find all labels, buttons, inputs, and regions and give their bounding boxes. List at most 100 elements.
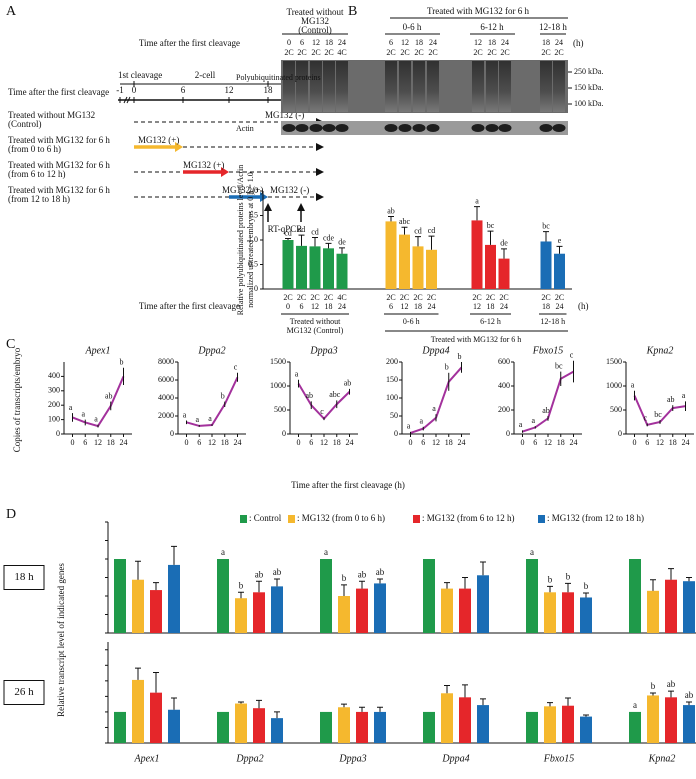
significance-letter: a bbox=[530, 547, 534, 557]
lane-time: 12 bbox=[474, 38, 482, 47]
significance-letter: a bbox=[183, 410, 187, 419]
error-bar bbox=[462, 684, 468, 698]
x-tick-label: 0 bbox=[71, 438, 75, 447]
bar bbox=[441, 693, 453, 743]
blot-lane bbox=[323, 61, 335, 112]
data-line bbox=[72, 376, 125, 428]
error-bar bbox=[135, 560, 141, 580]
error-bar bbox=[556, 245, 563, 254]
blot-lane bbox=[499, 61, 511, 112]
error-bar bbox=[668, 568, 674, 580]
bar bbox=[498, 258, 510, 289]
chart-title: Dppa3 bbox=[309, 345, 337, 356]
x-tick-label: 12 bbox=[94, 438, 102, 447]
bar bbox=[235, 598, 247, 633]
significance-letter: a bbox=[432, 404, 436, 413]
significance-letter: cd bbox=[311, 227, 319, 236]
bar bbox=[477, 575, 489, 633]
group-label: 6-12 h bbox=[480, 317, 501, 326]
bar bbox=[296, 245, 307, 289]
x-axis-label: Time after the first cleavage bbox=[139, 301, 240, 311]
x-stage-label: 2C bbox=[427, 293, 436, 302]
significance-letter: bc bbox=[487, 221, 495, 230]
y-tick-label: 400 bbox=[48, 371, 60, 380]
error-bar bbox=[135, 667, 141, 680]
bar bbox=[485, 244, 496, 289]
y-tick-label: 200 bbox=[498, 405, 510, 414]
y-axis-label: normalized untreated embryos at 0 h = 1.… bbox=[246, 172, 255, 308]
legend-swatch bbox=[288, 515, 295, 523]
x-tick-label: Apex1 bbox=[134, 753, 160, 764]
legend-swatch bbox=[413, 515, 420, 523]
error-bar bbox=[474, 206, 480, 221]
x-axis-label: Time after the first cleavage (h) bbox=[291, 480, 405, 490]
significance-letter: a bbox=[221, 547, 225, 557]
significance-letter: a bbox=[324, 547, 328, 557]
x-tick-label: 6 bbox=[309, 438, 313, 447]
legend-label: : MG132 (from 12 to 18 h) bbox=[547, 513, 644, 523]
significance-letter: a bbox=[407, 422, 411, 431]
significance-letter: cd bbox=[428, 226, 436, 235]
bar bbox=[356, 711, 368, 743]
group-label: Treated without bbox=[290, 317, 341, 326]
bar bbox=[683, 705, 695, 743]
bar bbox=[441, 588, 453, 633]
x-tick-label: 24 bbox=[428, 302, 436, 311]
x-tick-label: 6 bbox=[421, 438, 425, 447]
significance-letter: ab bbox=[305, 391, 313, 400]
group-header: (Control) bbox=[298, 25, 332, 35]
x-stage-label: 2C bbox=[297, 293, 306, 302]
error-bar bbox=[256, 699, 262, 709]
significance-letter: b bbox=[584, 581, 589, 591]
x-tick-label: 18 bbox=[487, 302, 495, 311]
error-bar bbox=[388, 215, 394, 222]
bar bbox=[580, 716, 592, 743]
lane-stage: 2C bbox=[428, 48, 437, 57]
bar bbox=[423, 711, 435, 743]
y-tick-label: 0 bbox=[282, 429, 286, 438]
legend-label: : MG132 (from 0 to 6 h) bbox=[297, 513, 385, 523]
x-stage-label: 2C bbox=[310, 293, 319, 302]
band-label: Polyubiquitinated proteins bbox=[236, 73, 321, 82]
y-tick-label: 0 bbox=[394, 429, 398, 438]
y-tick-label: 0 bbox=[56, 429, 60, 438]
chart-title: Fbxo15 bbox=[532, 345, 564, 356]
x-stage-label: 2C bbox=[324, 293, 333, 302]
x-tick-label: 6 bbox=[645, 438, 649, 447]
x-tick-label: 6 bbox=[83, 438, 87, 447]
x-tick-label: 18 bbox=[445, 438, 453, 447]
lane-stage: 4C bbox=[337, 48, 346, 57]
error-bar bbox=[401, 226, 408, 235]
actin-band bbox=[539, 124, 553, 132]
y-tick-label: 500 bbox=[610, 405, 622, 414]
significance-letter: ab bbox=[255, 569, 264, 579]
bar bbox=[647, 590, 659, 633]
significance-letter: a bbox=[419, 417, 423, 426]
error-bar bbox=[480, 561, 486, 576]
significance-letter: ab bbox=[387, 206, 395, 215]
y-tick-label: 100 bbox=[386, 393, 398, 402]
error-bar bbox=[428, 235, 435, 250]
phase-label: 1st cleavage bbox=[118, 70, 162, 80]
significance-letter: b bbox=[120, 358, 124, 367]
timeline-tick: 18 bbox=[264, 85, 274, 95]
significance-letter: a bbox=[519, 420, 523, 429]
significance-letter: e bbox=[558, 236, 562, 245]
bar bbox=[374, 711, 386, 743]
lane-stage: 2C bbox=[386, 48, 395, 57]
significance-letter: cd bbox=[298, 225, 306, 234]
phase-label: 2-cell bbox=[195, 70, 216, 80]
error-bar bbox=[256, 580, 262, 593]
x-stage-label: 2C bbox=[400, 293, 409, 302]
error-bar bbox=[377, 578, 383, 584]
x-tick-label: 24 bbox=[500, 302, 508, 311]
error-bar bbox=[153, 582, 159, 591]
x-tick-label: Fbxo15 bbox=[543, 753, 575, 764]
row-label: (from 0 to 6 h) bbox=[8, 144, 61, 154]
bar bbox=[423, 559, 435, 633]
row-label: Treated with MG132 for 6 h bbox=[8, 160, 110, 170]
bar bbox=[385, 221, 397, 289]
bar bbox=[271, 718, 283, 743]
significance-letter: a bbox=[295, 370, 299, 379]
